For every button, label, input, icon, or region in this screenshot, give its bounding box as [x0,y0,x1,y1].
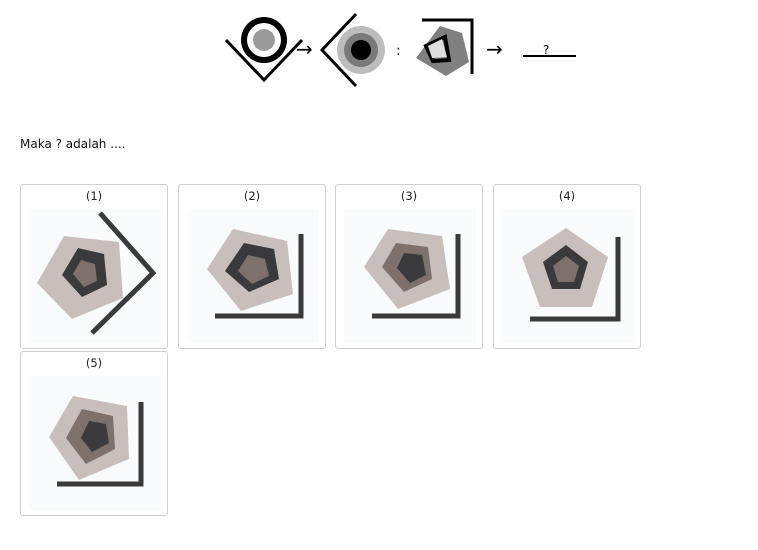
option-2-label: (2) [243,189,261,203]
option-4[interactable]: (4) [493,184,641,349]
figure-a [224,17,304,83]
option-3-label: (3) [400,189,418,203]
option-5-label: (5) [85,356,103,370]
option-5-figure [29,376,161,510]
option-1[interactable]: (1) [20,184,168,349]
option-4-figure [502,209,634,343]
option-1-label: (1) [85,189,103,203]
prompt-text: Maka ? adalah .... [20,137,126,151]
arrow-2: → [486,37,503,61]
question-figure: → : → ? [224,12,576,88]
option-5[interactable]: (5) [20,351,168,516]
option-1-figure [29,209,161,343]
option-4-label: (4) [558,189,576,203]
option-2-figure [187,209,319,343]
arrow-1: → [296,37,313,61]
option-3[interactable]: (3) [335,184,483,349]
answer-question-mark: ? [543,43,549,57]
answer-blank: ? [523,43,576,57]
option-3-figure [344,209,476,343]
colon: : [396,43,401,59]
option-2[interactable]: (2) [178,184,326,349]
figure-b [319,12,385,88]
figure-c [416,18,474,76]
